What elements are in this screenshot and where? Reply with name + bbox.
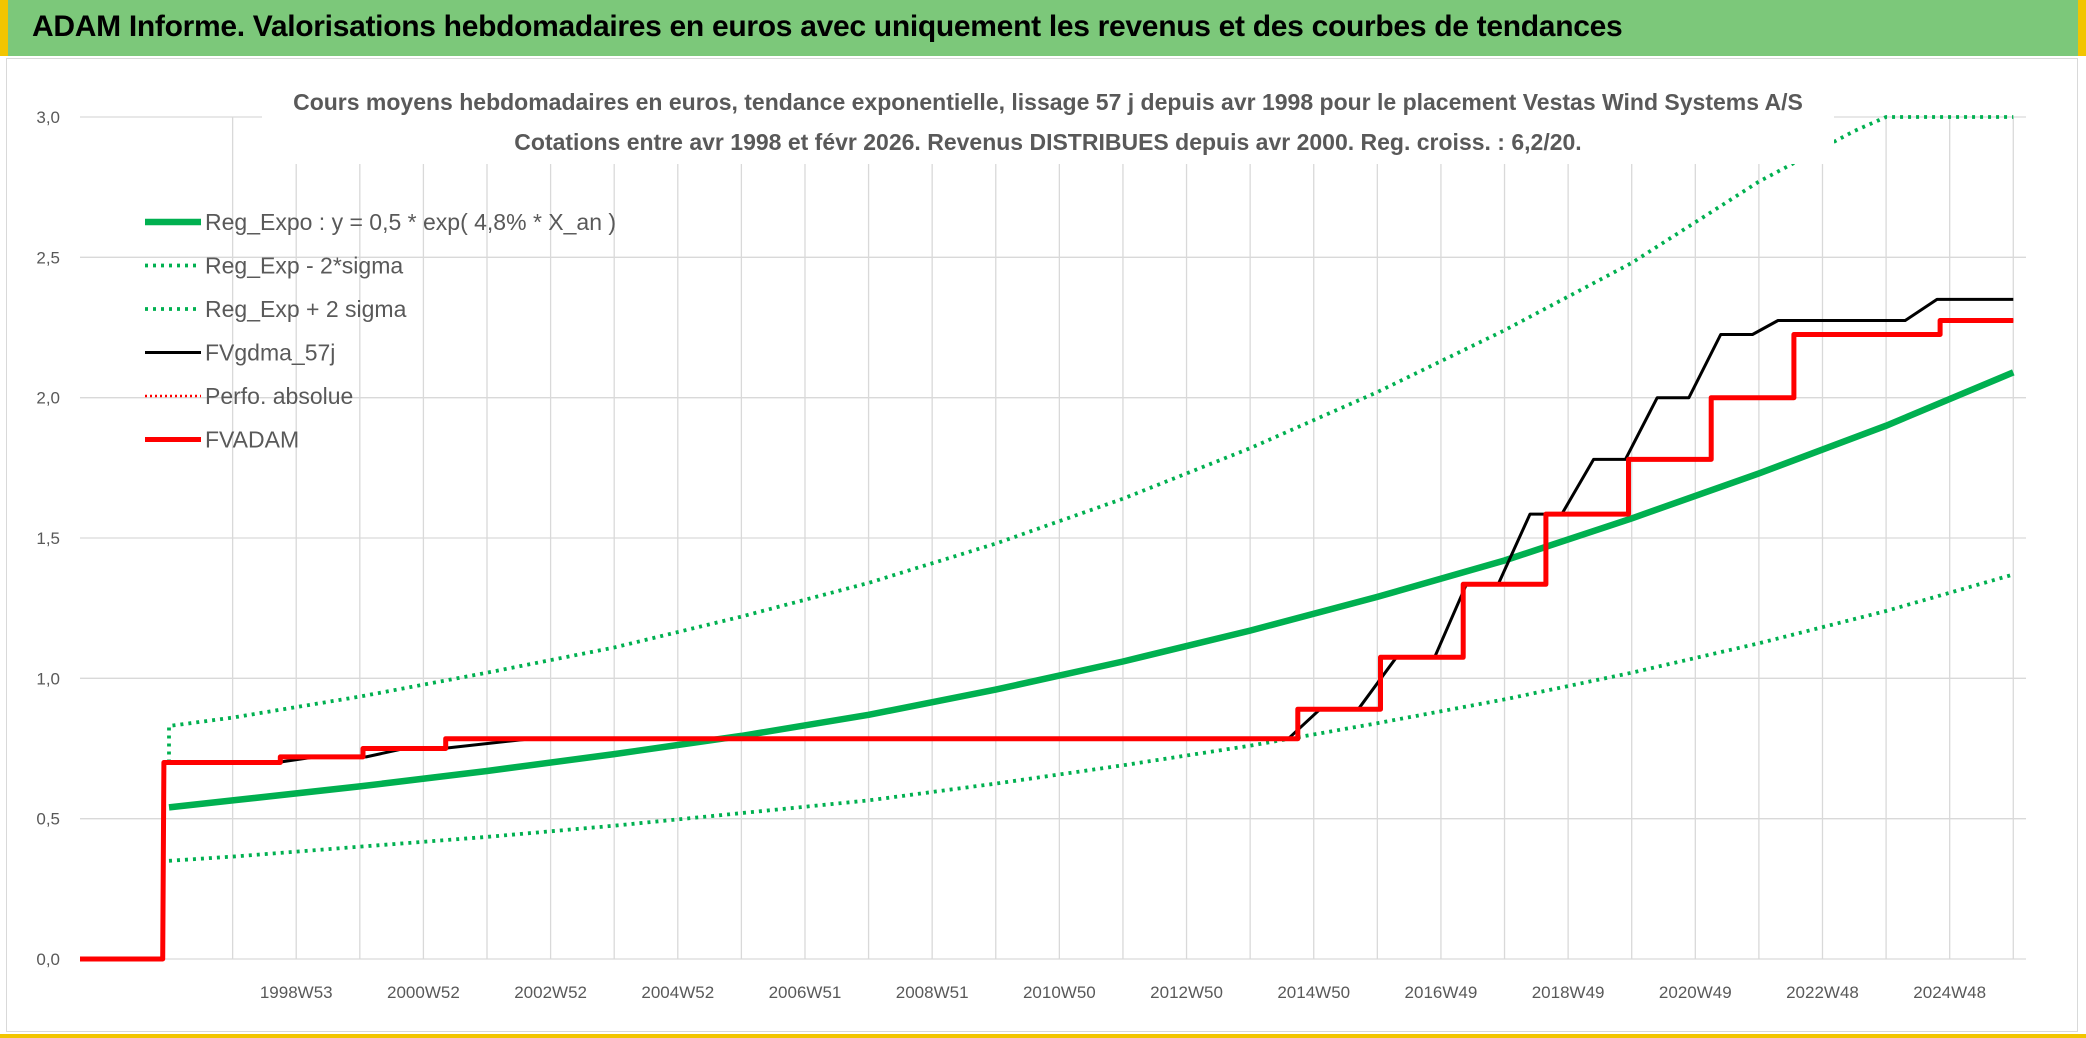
chart-frame: [6, 58, 2078, 1032]
series-line-2: [167, 115, 2014, 763]
series-line-1: [168, 572, 2014, 863]
series-line-5: [80, 318, 2014, 962]
legend-label: Perfo. absolue: [205, 383, 353, 409]
legend-label: FVgdma_57j: [205, 340, 335, 366]
title-banner: ADAM Informe. Valorisations hebdomadaire…: [0, 0, 2086, 56]
series-line-4: [80, 319, 2014, 961]
y-axis-ticks: 0,0 0,5 1,0 1,5 2,0 2,5 3,0: [36, 108, 60, 969]
chart-subtitle: Cotations entre avr 1998 et févr 2026. R…: [514, 129, 1581, 155]
x-tick-label: 2014W50: [1277, 983, 1350, 1002]
bottom-accent-strip: [0, 1034, 2086, 1038]
x-tick-label: 2004W52: [641, 983, 714, 1002]
legend: Reg_Expo : y = 0,5 * exp( 4,8% * X_an ) R…: [145, 209, 616, 453]
x-tick-label: 2018W49: [1532, 983, 1605, 1002]
legend-label: Reg_Exp + 2 sigma: [205, 296, 407, 322]
x-tick-label: 2006W51: [769, 983, 842, 1002]
grid: [80, 116, 2026, 960]
y-tick-label: 1,5: [36, 529, 60, 548]
x-tick-label: 2000W52: [387, 983, 460, 1002]
legend-label: Reg_Exp - 2*sigma: [205, 253, 403, 279]
y-tick-label: 3,0: [36, 108, 60, 127]
legend-label: Reg_Expo : y = 0,5 * exp( 4,8% * X_an ): [205, 209, 616, 235]
x-tick-label: 1998W53: [260, 983, 333, 1002]
y-tick-label: 0,0: [36, 950, 60, 969]
y-tick-label: 1,0: [36, 669, 60, 688]
x-tick-label: 2016W49: [1405, 983, 1478, 1002]
x-tick-label: 2008W51: [896, 983, 969, 1002]
x-tick-label: 2012W50: [1150, 983, 1223, 1002]
x-tick-label: 2010W50: [1023, 983, 1096, 1002]
plot-area: [80, 115, 2015, 962]
chart-title: Cours moyens hebdomadaires en euros, ten…: [293, 89, 1803, 115]
x-tick-label: 2020W49: [1659, 983, 1732, 1002]
series-line-0: [168, 369, 2015, 811]
x-tick-label: 2024W48: [1913, 983, 1986, 1002]
y-tick-label: 2,5: [36, 248, 60, 267]
x-tick-label: 2022W48: [1786, 983, 1859, 1002]
x-tick-label: 2002W52: [514, 983, 587, 1002]
y-tick-label: 0,5: [36, 810, 60, 829]
chart-title-background: [262, 84, 1834, 164]
legend-label: FVADAM: [205, 427, 299, 453]
y-tick-label: 2,0: [36, 389, 60, 408]
page-title: ADAM Informe. Valorisations hebdomadaire…: [32, 10, 1623, 43]
x-axis-ticks: 1998W53 2000W52 2002W52 2004W52 2006W51 2008W…: [260, 983, 1986, 1002]
